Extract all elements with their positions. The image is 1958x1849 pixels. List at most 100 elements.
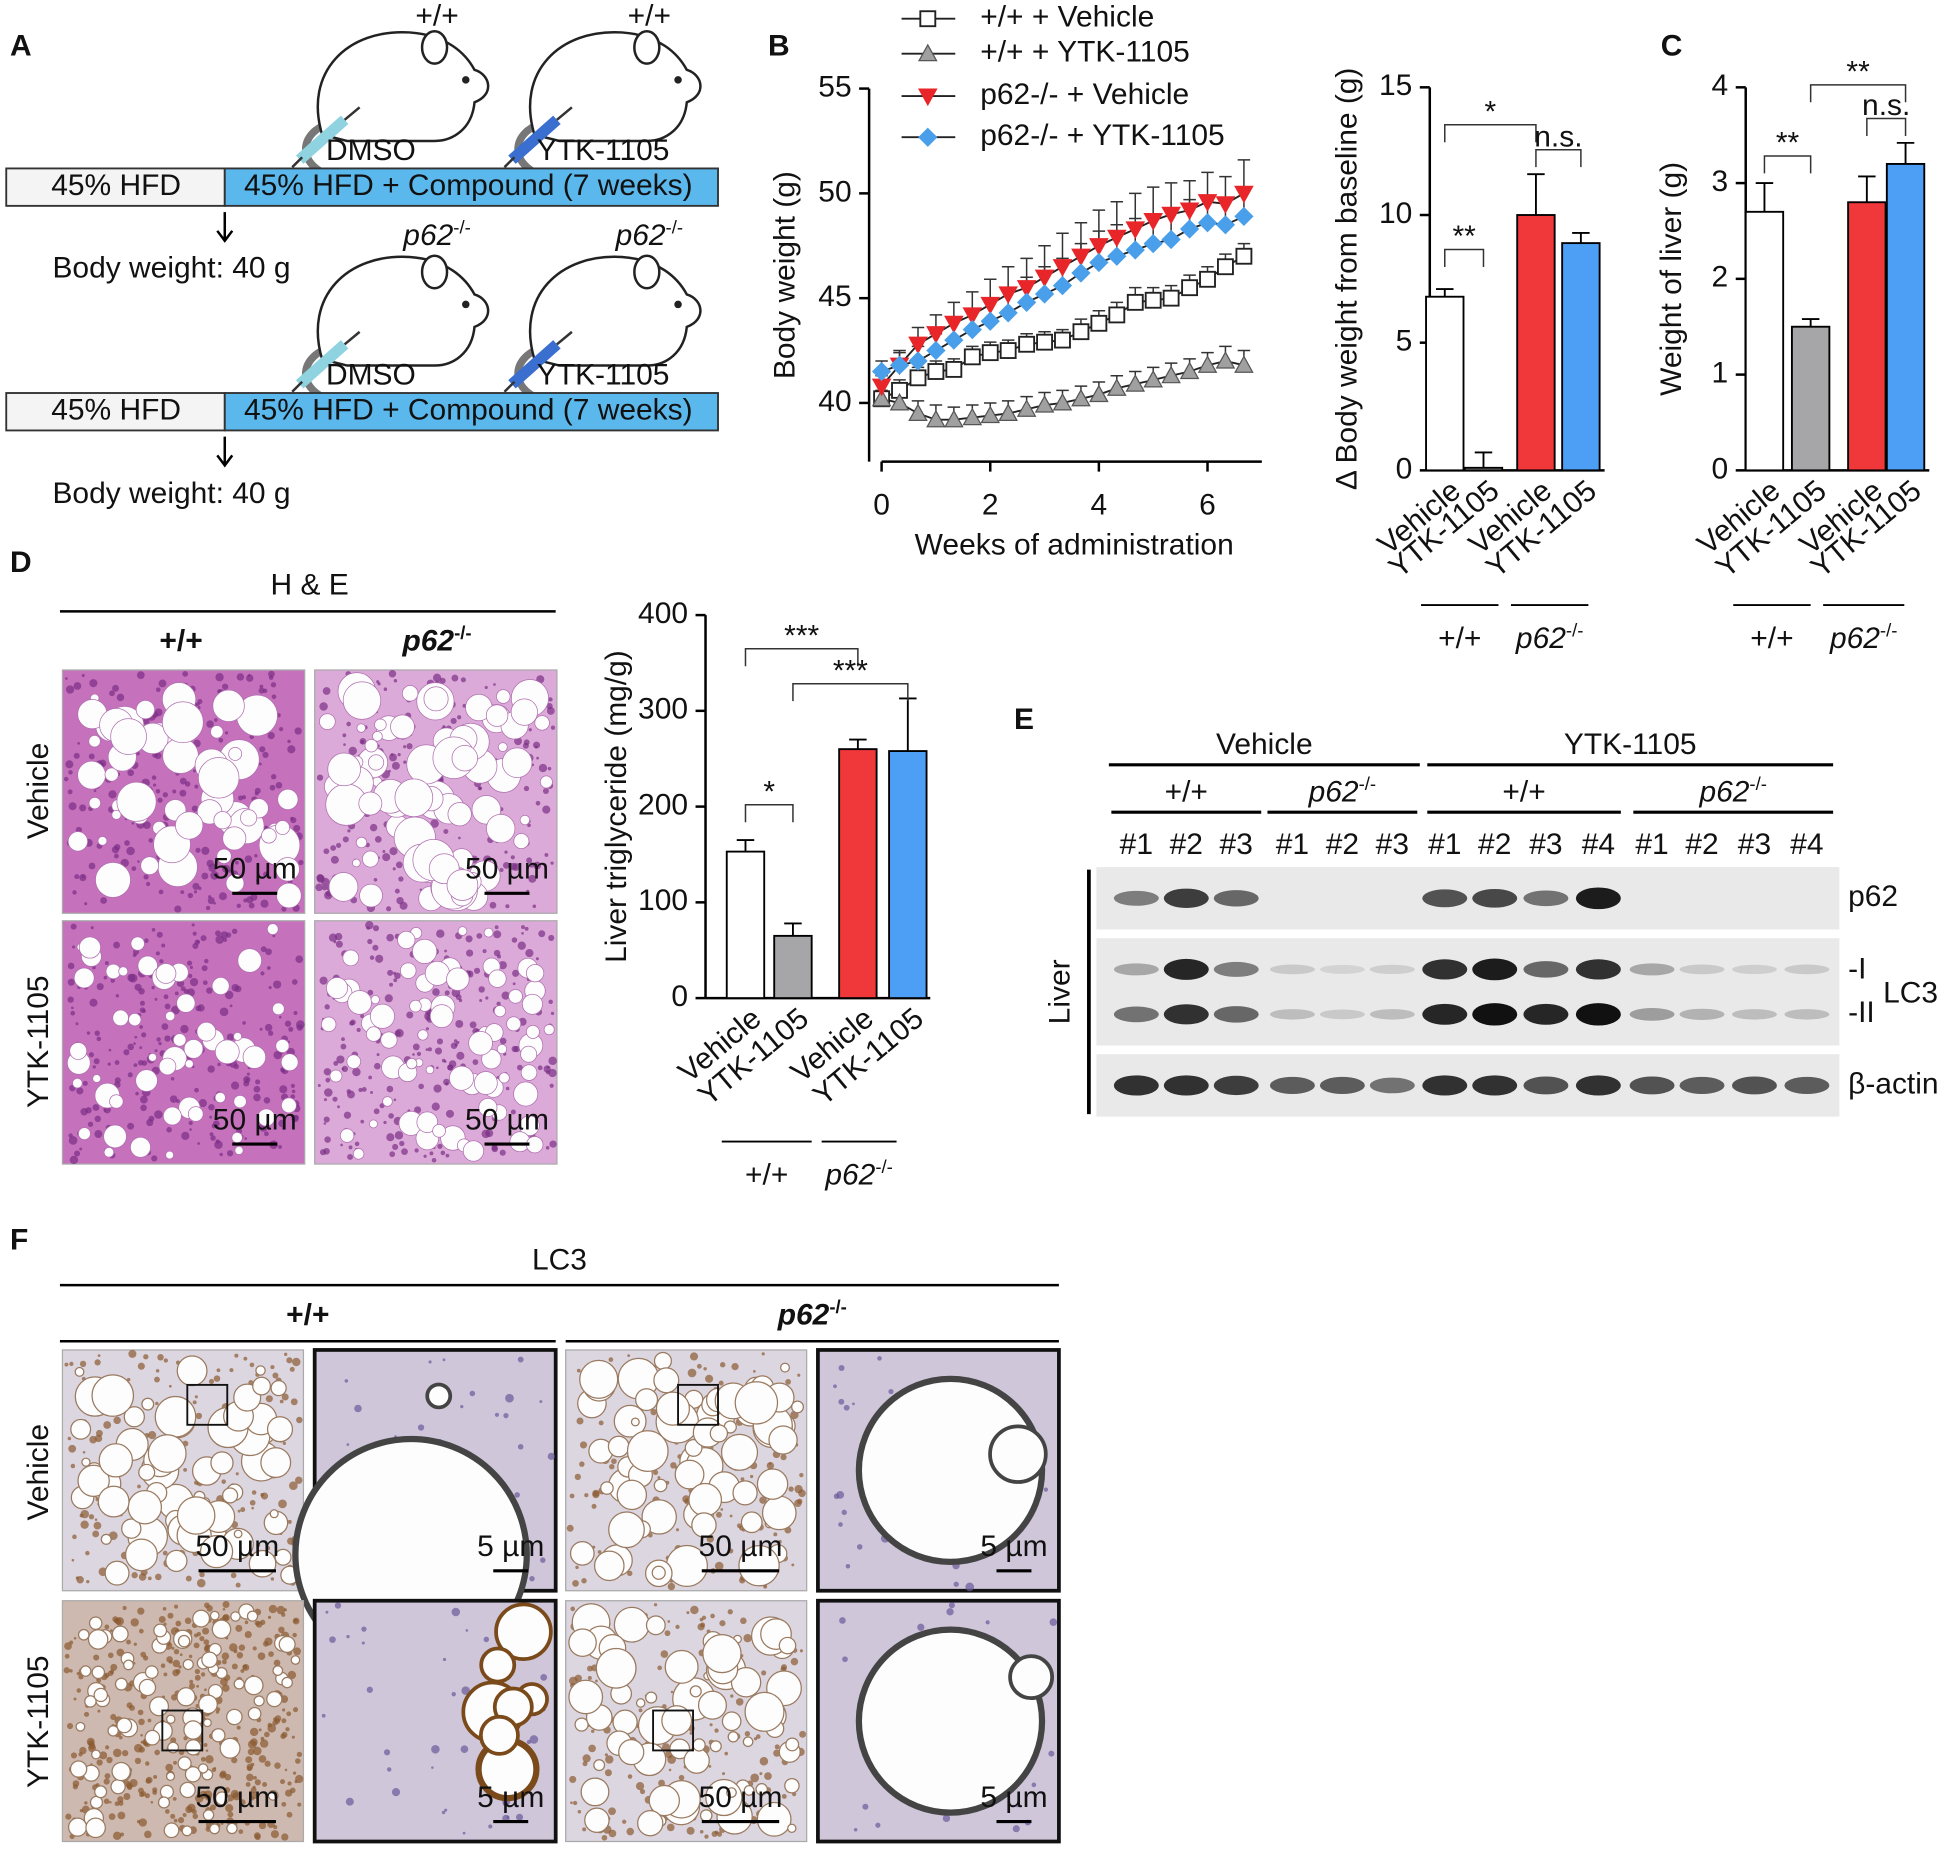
stain-dot (285, 1021, 291, 1027)
genotype-label-main: p62 (402, 219, 453, 252)
stain-dot (965, 1583, 974, 1592)
lipid-droplet (126, 1539, 158, 1571)
stain-dot (512, 937, 518, 943)
stain-dot (260, 1737, 264, 1741)
stain-dot (94, 789, 97, 792)
group-label-main: +/+ (1750, 622, 1793, 655)
stain-dot (595, 1680, 598, 1683)
lipid-droplet (212, 1729, 225, 1742)
stain-dot (344, 1112, 351, 1119)
marker (1162, 207, 1179, 223)
stain-dot (225, 731, 228, 734)
stain-dot (373, 925, 379, 931)
stain-dot (279, 727, 283, 731)
lipid-droplet (329, 873, 358, 902)
stain-dot (70, 1156, 78, 1164)
lipid-droplet (571, 1542, 595, 1566)
lipid-droplet (227, 1709, 242, 1724)
stain-dot (396, 897, 403, 904)
lipid-droplet (136, 1070, 158, 1092)
stain-dot (204, 1688, 207, 1691)
stain-dot (260, 1493, 264, 1497)
lipid-droplet (95, 862, 130, 897)
marker (999, 304, 1016, 321)
band (1164, 889, 1209, 908)
stain-dot (108, 1063, 111, 1066)
lipid-droplet (111, 1780, 125, 1794)
stain-dot (243, 898, 247, 902)
stain-dot (355, 1142, 360, 1147)
stain-dot (180, 890, 184, 894)
lipid-droplet (427, 1384, 450, 1407)
stain-dot (94, 1058, 100, 1064)
stain-dot (156, 951, 160, 955)
stain-dot (743, 1634, 751, 1642)
stain-dot (375, 836, 382, 843)
band (1732, 1076, 1777, 1094)
stain-dot (132, 822, 135, 825)
stain-dot (518, 942, 526, 950)
stain-dot (575, 1566, 578, 1569)
lipid-droplet (271, 1381, 286, 1396)
x-axis-label: Weeks of administration (915, 528, 1234, 561)
stain-dot (518, 1357, 524, 1363)
stain-dot (389, 847, 397, 855)
genotype-label: p62-/- (402, 217, 471, 252)
lipid-droplet (111, 719, 147, 755)
stain-dot (158, 1042, 161, 1045)
bar (1465, 468, 1502, 471)
stain-dot (406, 743, 412, 749)
lipid-droplet (522, 994, 542, 1014)
stain-dot (197, 1632, 201, 1636)
stain-dot (329, 934, 337, 942)
stain-dot (954, 1582, 959, 1587)
stain-dot (69, 1669, 72, 1672)
panel-label: B (768, 29, 790, 62)
stain-dot (550, 862, 553, 865)
stain-dot (451, 718, 457, 724)
stain-dot (178, 1665, 181, 1668)
error-bar (784, 923, 801, 935)
stain-dot (263, 1641, 269, 1647)
treatment-label: DMSO (326, 359, 416, 392)
stain-dot (193, 1400, 197, 1404)
stain-dot (479, 787, 482, 790)
stain-dot (413, 1044, 420, 1051)
stain-dot (347, 829, 350, 832)
lipid-droplet (166, 1151, 174, 1159)
stain-dot (395, 889, 400, 894)
lipid-droplet (124, 1660, 134, 1670)
stain-dot (542, 806, 550, 814)
stain-dot (466, 1629, 469, 1632)
lipid-droplet (112, 1626, 128, 1642)
marker (1037, 335, 1052, 350)
stain-dot (570, 1607, 575, 1612)
stain-dot (426, 1048, 429, 1051)
stain-dot (392, 762, 400, 770)
stain-dot (479, 999, 482, 1002)
lipid-droplet (609, 1512, 645, 1547)
stain-dot (271, 682, 276, 687)
stain-dot (72, 945, 75, 948)
y-tick-label: 100 (638, 884, 688, 917)
column-label-main: +/+ (286, 1298, 329, 1331)
lipid-droplet (70, 1042, 87, 1059)
stain-dot (720, 1508, 723, 1511)
lipid-droplet (356, 837, 367, 848)
stain-dot (155, 1049, 158, 1052)
stain-dot (231, 1573, 237, 1579)
lipid-droplet (108, 1726, 118, 1736)
stain-dot (384, 687, 388, 691)
stain-dot (337, 1105, 340, 1108)
lipid-droplet (86, 1818, 105, 1837)
stain-dot (549, 1140, 556, 1147)
lipid-droplet (699, 1691, 727, 1719)
marker (1018, 294, 1035, 311)
stain-dot (365, 921, 373, 929)
lipid-droplet (162, 702, 203, 743)
lipid-droplet (82, 1458, 90, 1466)
stain-dot (506, 1816, 509, 1819)
stain-dot (92, 1104, 99, 1111)
stain-dot (444, 1809, 447, 1812)
stain-dot (346, 722, 351, 727)
